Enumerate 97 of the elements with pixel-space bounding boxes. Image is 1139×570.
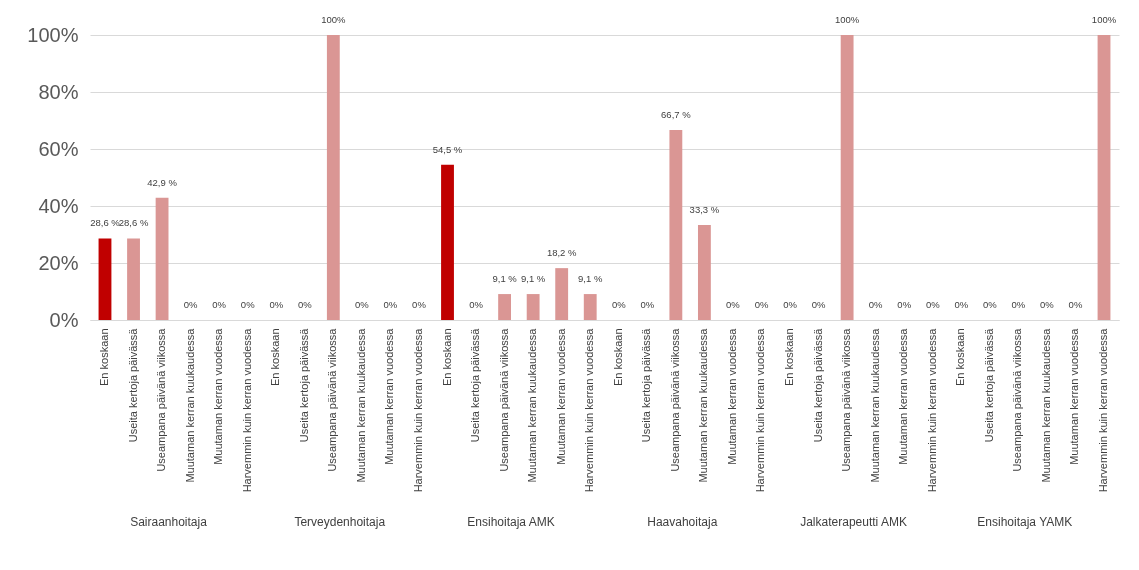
data-label: 0% <box>212 299 227 310</box>
data-label: 0% <box>897 299 912 310</box>
data-label: 18,2 % <box>546 247 578 259</box>
data-label: 0% <box>754 299 769 310</box>
data-label: 0% <box>383 299 398 310</box>
bar <box>669 129 683 320</box>
text: Sairaanhoitaja <box>130 515 208 529</box>
data-label: 0% <box>469 299 484 310</box>
x-tick-label: Useita kertoja päivässä <box>640 327 653 443</box>
x-tick-label: Harvemmin kuin kerran vuodessa <box>411 327 424 493</box>
data-label: 0% <box>868 299 884 310</box>
x-tick-label: Muutaman kerran vuodessa <box>383 327 396 465</box>
bar <box>840 35 854 320</box>
x-tick-label: Muutaman kerran vuodessa <box>212 327 225 465</box>
text: Ensihoitaja AMK <box>467 515 555 529</box>
bar <box>326 35 340 320</box>
bar <box>555 268 569 320</box>
x-tick-label: En koskaan <box>611 328 624 386</box>
bar <box>155 197 169 320</box>
x-tick-label: Muutaman kerran kuukaudessa <box>183 327 196 483</box>
y-tick-label: 0% <box>49 308 79 331</box>
x-tick-label: Muutaman kerran vuodessa <box>897 327 910 465</box>
x-tick-label: Harvemmin kuin kerran vuodessa <box>240 327 253 493</box>
data-label: 9,1 % <box>578 273 603 285</box>
data-label: 0% <box>1040 299 1055 310</box>
x-tick-label: Muutaman kerran kuukaudessa <box>1039 327 1052 483</box>
x-tick-label: En koskaan <box>783 328 796 386</box>
bar <box>441 164 454 320</box>
data-label: 9,1 % <box>492 273 518 285</box>
data-label: 0% <box>269 299 284 310</box>
x-tick-label: Muutaman kerran kuukaudessa <box>354 327 367 483</box>
data-label: 0% <box>297 299 313 310</box>
data-label: 0% <box>183 299 199 310</box>
bar <box>526 294 540 320</box>
x-tick-label: Useita kertoja päivässä <box>126 327 139 443</box>
x-tick-label: Muutaman kerran kuukaudessa <box>526 327 539 483</box>
data-label: 0% <box>1011 299 1026 310</box>
x-tick-label: En koskaan <box>269 328 282 386</box>
bar <box>697 225 711 320</box>
x-tick-label: Harvemmin kuin kerran vuodessa <box>925 327 938 493</box>
x-tick-label: Useita kertoja päivässä <box>982 327 995 443</box>
data-label: 0% <box>412 299 427 310</box>
data-label: 0% <box>611 299 627 310</box>
data-label: 42,9 % <box>147 176 178 188</box>
bar <box>127 238 140 320</box>
data-label: 0% <box>954 299 969 310</box>
x-tick-label: Harvemmin kuin kerran vuodessa <box>583 327 596 493</box>
x-tick-label: Useampana päivänä viikossa <box>326 327 339 472</box>
x-tick-label: Harvemmin kuin kerran vuodessa <box>1097 327 1110 493</box>
data-label: 0% <box>925 299 941 310</box>
x-tick-label: Useampana päivänä viikossa <box>668 327 681 472</box>
x-tick-label: Useampana päivänä viikossa <box>155 327 168 472</box>
text: Ensihoitaja YAMK <box>977 515 1073 529</box>
data-label: 100% <box>834 14 860 25</box>
x-tick-label: Useampana päivänä viikossa <box>1011 327 1024 472</box>
data-label: 33,3 % <box>689 204 720 216</box>
y-tick-label: 40% <box>38 194 79 217</box>
x-tick-label: En koskaan <box>440 328 453 386</box>
data-label: 0% <box>640 299 655 310</box>
x-tick-label: Muutaman kerran vuodessa <box>554 327 567 465</box>
y-tick-label: 60% <box>38 137 79 160</box>
x-tick-label: Muutaman kerran vuodessa <box>725 327 738 465</box>
x-tick-label: Useampana päivänä viikossa <box>840 327 853 472</box>
y-tick-label: 100% <box>27 23 79 46</box>
bar <box>1097 35 1111 320</box>
data-label: 0% <box>1068 299 1083 310</box>
data-label: 100% <box>321 14 347 25</box>
x-tick-label: En koskaan <box>954 328 967 386</box>
x-tick-label: Useampana päivänä viikossa <box>497 327 510 472</box>
x-tick-label: Useita kertoja päivässä <box>811 327 824 443</box>
text: Terveydenhoitaja <box>294 515 386 529</box>
x-tick-label: Muutaman kerran kuukaudessa <box>868 327 881 483</box>
data-label: 100% <box>1091 14 1117 25</box>
x-tick-label: Useita kertoja päivässä <box>469 327 482 443</box>
data-label: 0% <box>811 299 826 310</box>
x-tick-label: Useita kertoja päivässä <box>297 327 310 443</box>
x-tick-label: En koskaan <box>97 328 110 386</box>
data-label: 28,6 % <box>118 217 149 229</box>
data-label: 9,1 % <box>520 273 546 285</box>
data-label: 0% <box>355 299 370 310</box>
bar <box>498 294 512 320</box>
text: Haavahoitaja <box>647 515 718 529</box>
bar <box>98 238 112 320</box>
data-label: 0% <box>982 299 998 310</box>
data-label: 0% <box>240 299 256 310</box>
x-tick-label: Harvemmin kuin kerran vuodessa <box>754 327 767 493</box>
data-label: 66,7 % <box>661 108 692 120</box>
data-label: 28,6 % <box>90 217 121 229</box>
x-tick-label: Muutaman kerran vuodessa <box>1068 327 1081 465</box>
text: Jalkaterapeutti AMK <box>800 515 907 529</box>
y-tick-label: 80% <box>38 80 79 103</box>
data-label: 0% <box>726 299 741 310</box>
data-label: 54,5 % <box>432 143 463 155</box>
bar <box>583 294 597 320</box>
data-label: 0% <box>783 299 798 310</box>
y-tick-label: 20% <box>38 251 79 274</box>
x-tick-label: Muutaman kerran kuukaudessa <box>697 327 710 483</box>
